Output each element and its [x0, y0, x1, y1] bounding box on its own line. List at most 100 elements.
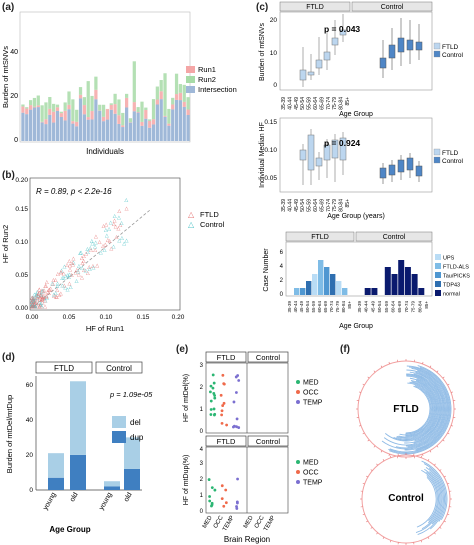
e-point-occ: [221, 404, 225, 407]
b-point-control: △: [91, 241, 95, 247]
a-bar-intersection: [178, 100, 183, 141]
b-point-ftld: △: [95, 263, 99, 269]
panel-d-label: (d): [2, 352, 15, 363]
f-arc: [426, 475, 438, 522]
c-age-tick: 65-69: [319, 97, 325, 110]
d-bar-del: [104, 481, 120, 487]
b-xtick-0: 0.00: [26, 314, 39, 321]
b-point-control: △: [91, 265, 95, 271]
c-bottom-bar-ftld: [324, 267, 330, 295]
a-bar-intersection: [171, 109, 175, 141]
a-bar-run2: [174, 73, 179, 95]
f-arc: [421, 469, 440, 524]
e-point-temp: [235, 425, 238, 429]
c-bottom-age-tick: 35-39: [357, 301, 362, 313]
a-bar-intersection: [174, 99, 179, 141]
b-point-ftld: △: [71, 256, 75, 262]
a-bar-run1: [144, 109, 148, 119]
a-bar-run2: [75, 109, 79, 122]
b-point-control: △: [90, 239, 94, 245]
b-point-control: △: [117, 215, 121, 221]
b-point-ftld: △: [30, 296, 34, 302]
b-point-control: △: [88, 266, 92, 272]
e-point-occ: [222, 382, 226, 386]
c-bottom-age-tick: 55-59: [311, 301, 316, 313]
b-point-control: △: [30, 304, 34, 310]
d-ytick-3: 60: [26, 382, 34, 389]
panel-e-label: (e): [176, 344, 189, 355]
c-age-tick: 35-39: [281, 97, 287, 110]
b-point-control: △: [30, 304, 34, 310]
c-bottom-age-tick: 85+: [347, 301, 352, 309]
a-bar-run2: [86, 81, 90, 118]
b-point-ftld: △: [104, 222, 108, 228]
c-strip-control: Control: [381, 4, 404, 11]
a-bar-run2: [48, 97, 52, 109]
a-bar-intersection: [67, 109, 71, 141]
b-point-control: △: [112, 244, 116, 250]
c-top-box-control: [397, 37, 405, 53]
e-legend-label: MED: [303, 380, 319, 387]
f-arc: [404, 374, 441, 444]
b-point-control: △: [104, 228, 108, 234]
b-point-ftld: △: [30, 295, 34, 301]
b-point-ftld: △: [89, 248, 93, 254]
d-legend-del: del: [130, 418, 141, 427]
b-point-control: △: [76, 269, 80, 275]
b-point-control: △: [66, 287, 70, 293]
b-point-control: △: [40, 304, 44, 310]
a-bar-run2: [28, 100, 33, 106]
b-point-ftld: △: [31, 296, 35, 302]
c-mid-ytick-0: 0.05: [264, 175, 277, 182]
f-arc: [428, 467, 446, 530]
c-bottom-bar-control: [418, 288, 425, 295]
c-mid-box-control: [379, 167, 387, 179]
b-point-control: △: [56, 281, 60, 287]
c-bottom-age-tick: 55-59: [384, 301, 389, 313]
a-bar-run1: [136, 112, 140, 113]
e-legend-marker: [296, 380, 300, 384]
c-bottom-age-tick: 80-84: [417, 301, 422, 313]
b-point-control: △: [39, 301, 43, 307]
c-age-tick: 80-84: [339, 199, 345, 212]
a-bar-intersection: [82, 114, 86, 141]
a-bar-run1: [52, 111, 56, 123]
b-point-ftld: △: [40, 296, 44, 302]
b-point-ftld: △: [34, 300, 38, 306]
e-point-med: [208, 495, 211, 498]
a-bar-run1: [71, 121, 75, 124]
c-bottom-ytick-0: 0: [280, 292, 284, 298]
b-point-ftld: △: [32, 304, 36, 310]
f-arc: [421, 471, 441, 530]
a-bar-run2: [125, 93, 129, 98]
d-legend-dup: dup: [130, 433, 144, 442]
c-bottom-age-tick: 35-39: [287, 301, 292, 313]
b-point-control: △: [43, 295, 47, 301]
b-point-ftld: △: [43, 298, 47, 304]
b-point-ftld: △: [45, 279, 49, 285]
c-age-tick: 65-69: [319, 199, 325, 212]
a-bar-run2: [21, 104, 25, 107]
c-mid-box-control: [406, 157, 414, 171]
a-bar-run2: [52, 103, 56, 112]
a-bar-run2: [140, 101, 144, 122]
e-legend-label: MED: [303, 460, 319, 467]
e-point-temp: [236, 477, 239, 481]
e-top-ytick-0: 0: [200, 429, 204, 435]
b-point-control: △: [30, 299, 34, 305]
c-bottom-bar-ftld: [318, 260, 324, 295]
c-age-tick: 75-79: [332, 199, 338, 212]
b-point-control: △: [54, 290, 58, 296]
c-bottom-age-tick: 70-74: [404, 301, 409, 313]
b-point-ftld: △: [41, 295, 45, 301]
b-point-ftld: △: [106, 238, 110, 244]
d-bar-del: [70, 381, 86, 455]
c-mid-ytick-2: 0.15: [264, 119, 277, 126]
a-bar-run2: [90, 95, 94, 112]
b-point-ftld: △: [33, 302, 37, 308]
b-point-control: △: [31, 296, 35, 302]
b-point-ftld: △: [38, 295, 42, 301]
e-point-med: [210, 503, 214, 507]
e-xlabel: Brain Region: [224, 535, 270, 544]
c-bottom-bar-ftld: [336, 281, 342, 295]
